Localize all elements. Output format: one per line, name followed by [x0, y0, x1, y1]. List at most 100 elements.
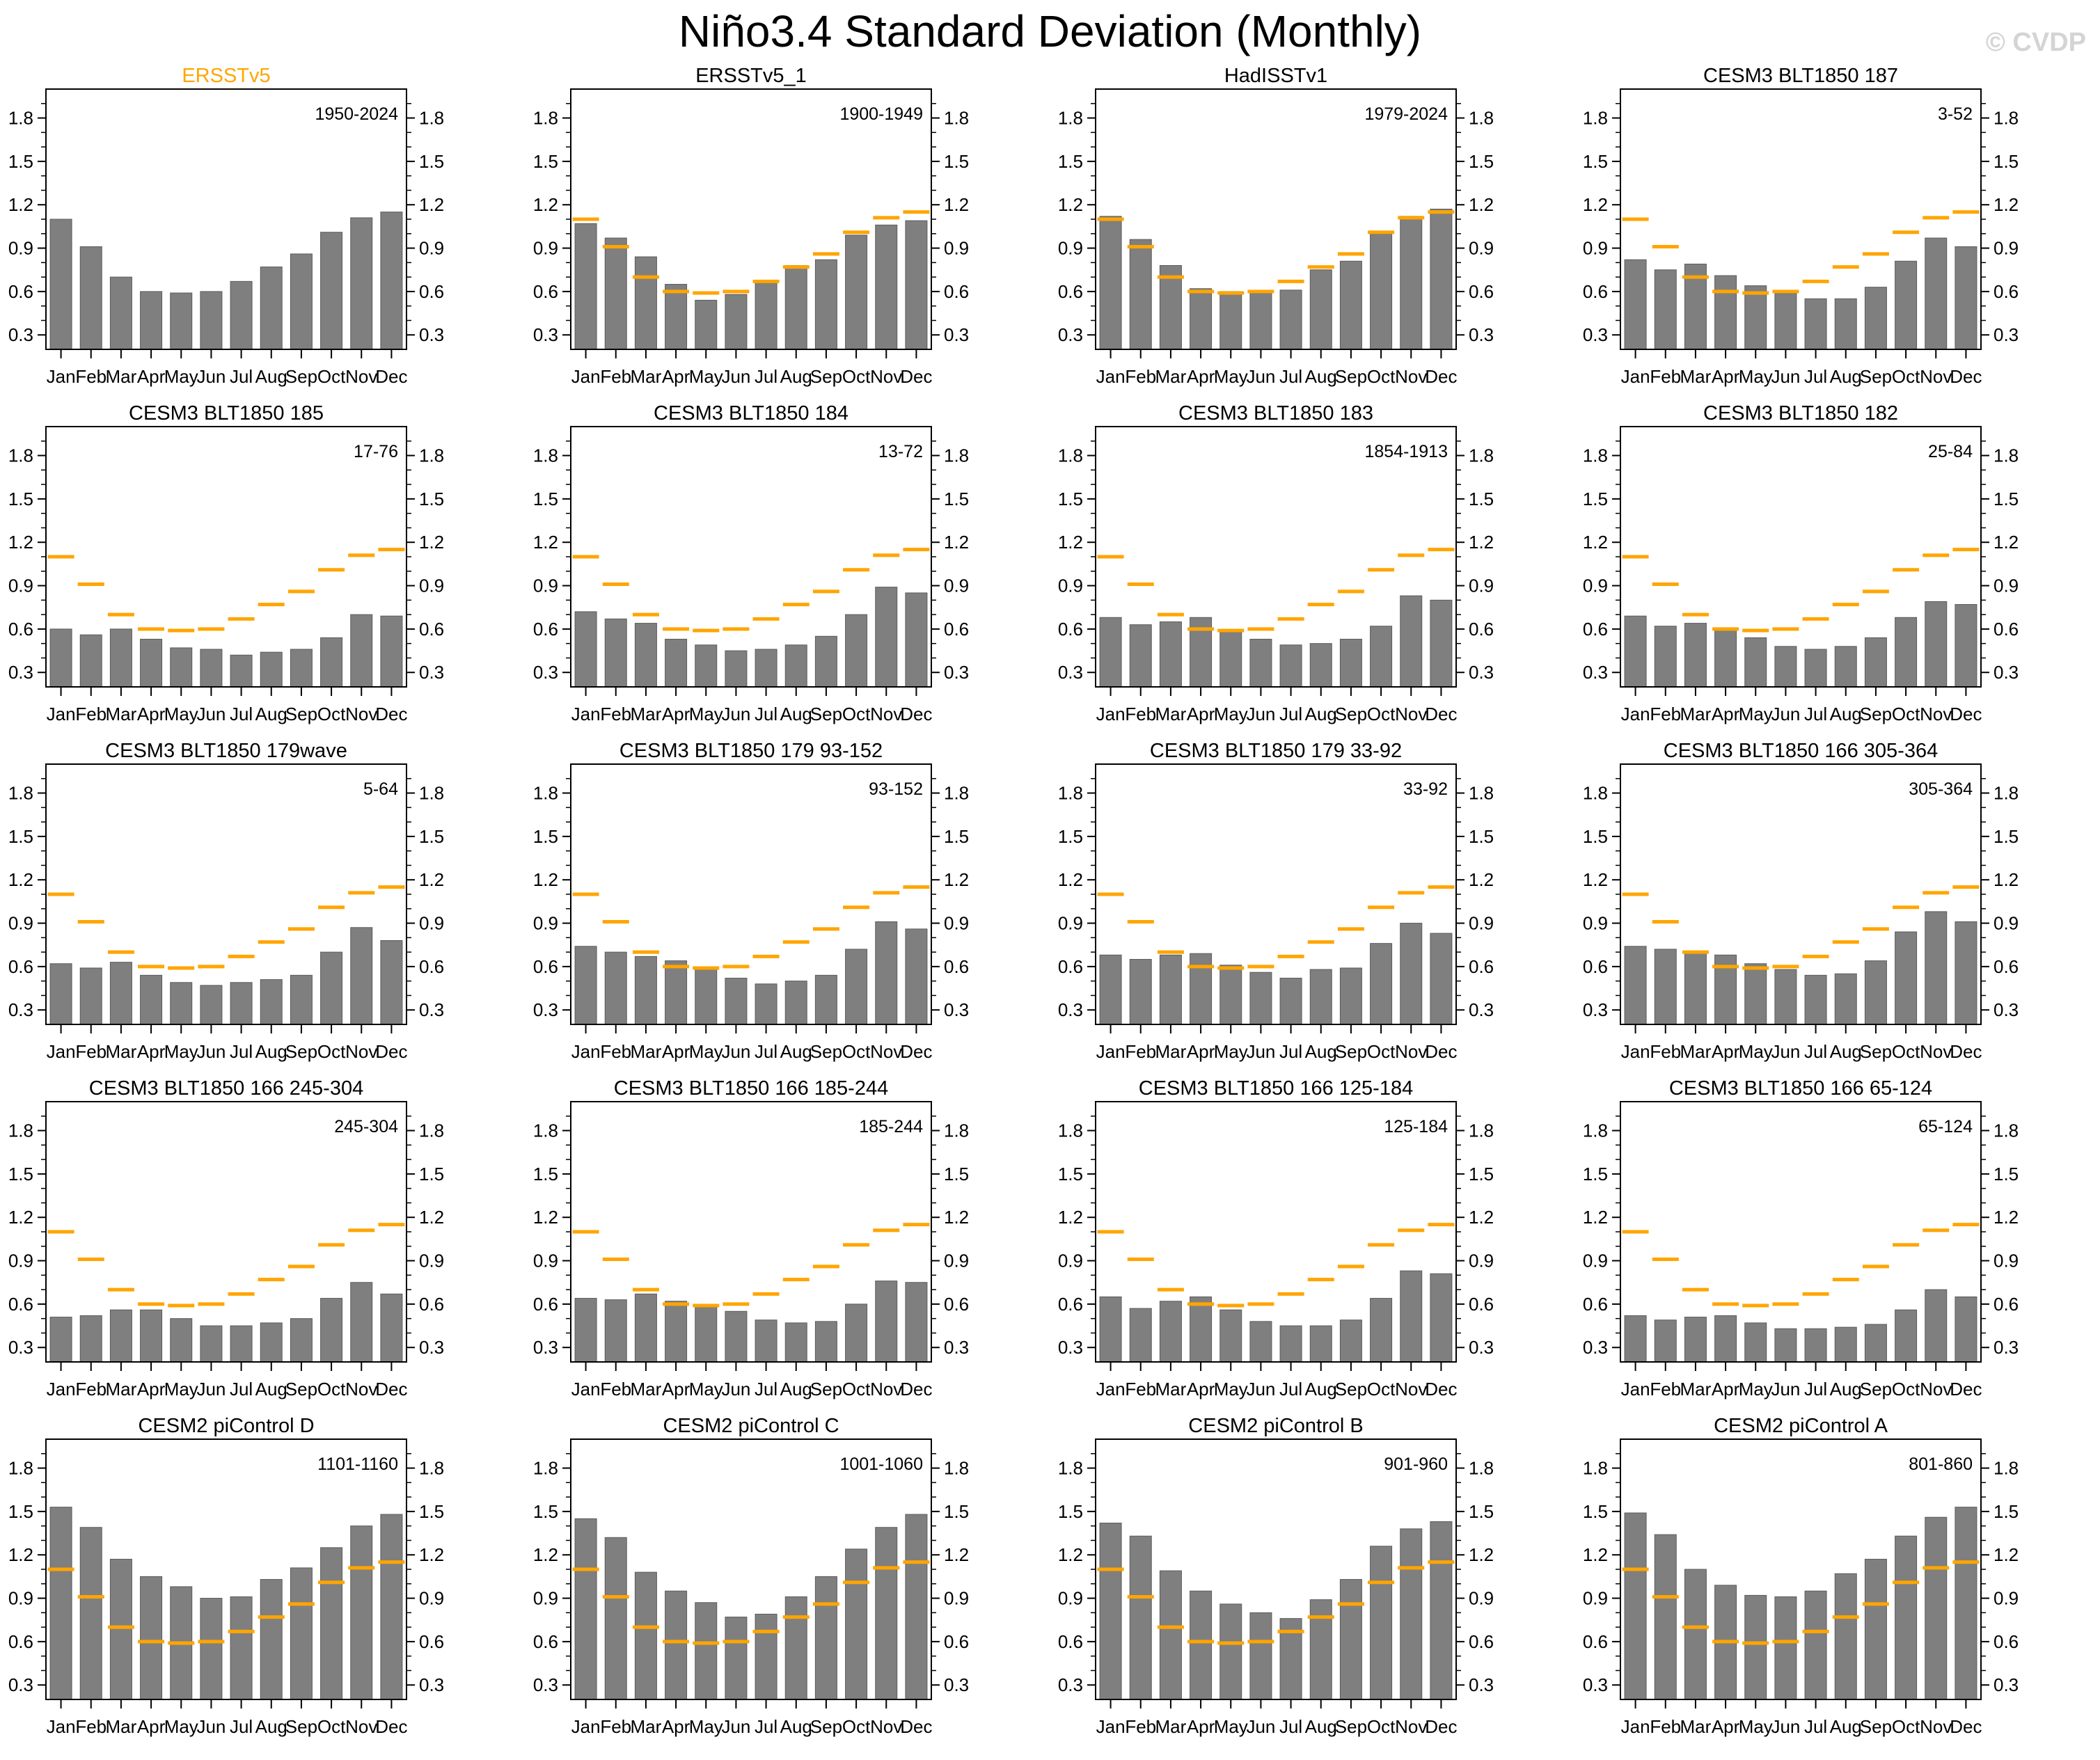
- y-tick-label-left: 1.5: [533, 826, 558, 847]
- bar-Jul: [755, 983, 777, 1025]
- bar-Dec: [1955, 604, 1977, 688]
- bar-Mar: [109, 1558, 132, 1700]
- bar-Feb: [1129, 624, 1152, 688]
- bar-Oct: [1895, 1535, 1918, 1700]
- bar-Dec: [1430, 1273, 1453, 1363]
- y-tick-label-right: 0.3: [419, 1337, 444, 1358]
- x-tick-label-Feb: Feb: [75, 704, 106, 724]
- y-tick-label-right: 1.5: [419, 489, 444, 509]
- y-tick-label-right: 0.6: [1994, 619, 2019, 640]
- bar-Aug: [1834, 298, 1857, 350]
- bar-Apr: [140, 1576, 163, 1700]
- panel-chart: CESM3 BLT1850 166 125-184 0.3 0.3 0.6 0.6 0.9…: [1058, 1077, 1494, 1400]
- x-tick-label-Jun: Jun: [196, 1041, 226, 1062]
- bar-Mar: [1684, 1569, 1707, 1700]
- y-tick-label-left: 0.6: [533, 956, 558, 977]
- x-tick-label-Oct: Oct: [842, 1379, 871, 1400]
- bar-Aug: [1834, 1573, 1857, 1700]
- y-tick-label-left: 0.3: [1058, 324, 1083, 345]
- range-label: 1900-1949: [839, 104, 923, 124]
- y-tick-label-left: 1.2: [533, 1207, 558, 1228]
- range-label: 3-52: [1938, 104, 1973, 124]
- x-tick-label-Nov: Nov: [345, 1379, 377, 1400]
- x-tick-label-Apr: Apr: [1187, 1716, 1215, 1737]
- bar-Dec: [380, 1293, 403, 1363]
- bar-Jan: [574, 1298, 597, 1363]
- bar-Feb: [604, 237, 627, 350]
- bar-Jun: [1249, 1612, 1272, 1700]
- bar-Dec: [1955, 921, 1977, 1025]
- bar-Apr: [1714, 628, 1737, 688]
- panel-chart: CESM2 piControl D 0.3 0.3 0.6 0.6 0.9 0.9 1.2 1.…: [8, 1415, 444, 1737]
- bar-Feb: [1654, 269, 1677, 350]
- x-tick-label-Feb: Feb: [1650, 704, 1681, 724]
- x-tick-label-Nov: Nov: [1395, 366, 1427, 387]
- bar-Jul: [230, 982, 253, 1025]
- y-tick-label-left: 1.8: [1058, 783, 1083, 804]
- range-label: 13-72: [878, 442, 923, 461]
- y-tick-label-left: 1.8: [1058, 1458, 1083, 1479]
- x-tick-label-Jul: Jul: [230, 1379, 253, 1400]
- bar-Oct: [1895, 1309, 1918, 1363]
- x-tick-label-Jan: Jan: [571, 366, 601, 387]
- y-tick-label-left: 0.9: [533, 913, 558, 934]
- x-tick-label-May: May: [164, 1716, 198, 1737]
- y-tick-label-left: 1.2: [533, 194, 558, 215]
- x-tick-label-Aug: Aug: [1305, 704, 1337, 724]
- x-tick-label-Sep: Sep: [1335, 704, 1367, 724]
- x-tick-label-Mar: Mar: [631, 704, 662, 724]
- bar-Jun: [1774, 1596, 1797, 1700]
- bar-Apr: [1190, 288, 1213, 350]
- y-tick-label-right: 1.8: [944, 445, 969, 466]
- bar-Aug: [1834, 646, 1857, 688]
- panel-cesm3-blt1850-183: CESM3 BLT1850 183 0.3 0.3 0.6 0.6 0.9 0.9 1.2 1.…: [1050, 402, 1574, 739]
- bar-Jun: [1249, 638, 1272, 688]
- panel-cesm3-blt1850-184: CESM3 BLT1850 184 0.3 0.3 0.6 0.6 0.9 0.9 1.2 1.…: [525, 402, 1050, 739]
- y-tick-label-right: 1.5: [944, 151, 969, 172]
- x-tick-label-Jun: Jun: [196, 366, 226, 387]
- y-tick-label-right: 1.2: [419, 1207, 444, 1228]
- x-tick-label-Nov: Nov: [1395, 1379, 1427, 1400]
- bar-Dec: [1430, 599, 1453, 688]
- x-tick-label-Mar: Mar: [1680, 366, 1712, 387]
- bar-Aug: [260, 1579, 283, 1700]
- bar-May: [1744, 1322, 1767, 1363]
- y-tick-label-right: 0.6: [1994, 1294, 2019, 1315]
- x-tick-label-Jul: Jul: [1804, 1379, 1827, 1400]
- bar-Dec: [380, 615, 403, 688]
- bar-May: [1219, 631, 1242, 688]
- panel-title: CESM3 BLT1850 179wave: [105, 740, 347, 762]
- bar-Mar: [1159, 621, 1182, 688]
- y-tick-label-right: 0.9: [419, 238, 444, 259]
- x-tick-label-Jun: Jun: [196, 1379, 226, 1400]
- x-tick-label-Sep: Sep: [1860, 1041, 1892, 1062]
- bar-Jan: [574, 611, 597, 688]
- panel-cesm3-blt1850-185: CESM3 BLT1850 185 0.3 0.3 0.6 0.6 0.9 0.9 1.2 1.…: [0, 402, 525, 739]
- x-tick-label-Dec: Dec: [1950, 366, 1982, 387]
- bar-May: [170, 1318, 193, 1363]
- y-tick-label-left: 1.5: [1583, 826, 1608, 847]
- bar-May: [1219, 291, 1242, 350]
- x-tick-label-Jul: Jul: [1804, 366, 1827, 387]
- bar-Jun: [1774, 969, 1797, 1025]
- bar-Jul: [230, 654, 253, 688]
- y-tick-label-right: 1.2: [1469, 1207, 1494, 1228]
- y-tick-label-left: 0.3: [1583, 1337, 1608, 1358]
- bar-Dec: [380, 940, 403, 1025]
- y-tick-label-right: 0.3: [419, 662, 444, 683]
- x-tick-label-Jun: Jun: [721, 1716, 750, 1737]
- x-tick-label-Jan: Jan: [571, 1379, 601, 1400]
- y-tick-label-right: 0.6: [1469, 281, 1494, 302]
- y-tick-label-left: 0.9: [1583, 1251, 1608, 1271]
- y-tick-label-left: 0.6: [8, 1631, 33, 1652]
- x-tick-label-Sep: Sep: [285, 1379, 317, 1400]
- y-tick-label-left: 0.3: [8, 662, 33, 683]
- panel-cesm3-blt1850-166-65-124: CESM3 BLT1850 166 65-124 0.3 0.3 0.6 0.6 0.9 0…: [1574, 1077, 2099, 1414]
- bar-May: [695, 969, 718, 1025]
- y-tick-label-right: 0.6: [1469, 619, 1494, 640]
- bar-Jun: [1774, 646, 1797, 688]
- y-tick-label-left: 1.5: [533, 1164, 558, 1184]
- x-tick-label-Dec: Dec: [900, 366, 932, 387]
- range-label: 1101-1160: [317, 1454, 398, 1474]
- y-tick-label-right: 0.6: [419, 1294, 444, 1315]
